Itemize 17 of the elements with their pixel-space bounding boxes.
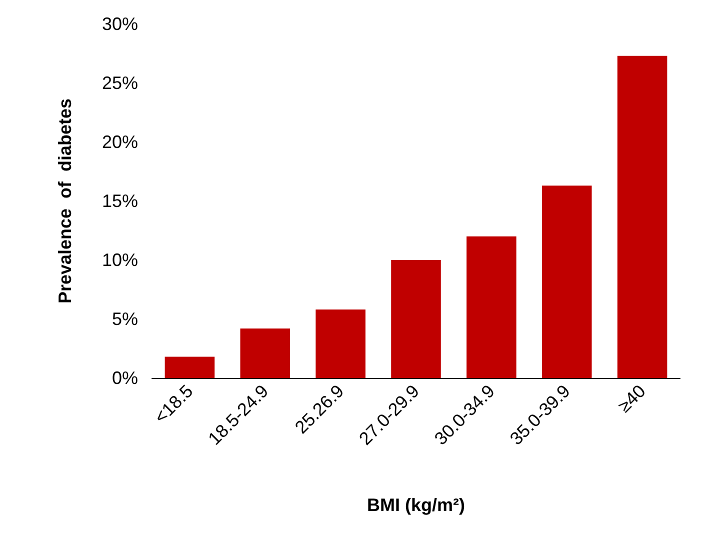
bar	[466, 236, 516, 378]
bar	[240, 328, 290, 378]
bar	[617, 56, 668, 378]
x-tick-label: ≥40	[614, 380, 650, 416]
bar	[164, 356, 215, 378]
y-tick-label: 10%	[102, 250, 138, 270]
x-axis-title: BMI (kg/m²)	[367, 495, 465, 515]
y-tick-label: 20%	[102, 132, 138, 152]
y-tick-label: 30%	[102, 14, 138, 34]
bar	[542, 186, 592, 378]
bar	[316, 310, 366, 378]
y-tick-label: 25%	[102, 73, 138, 93]
y-tick-label: 5%	[112, 309, 138, 329]
y-tick-label: 0%	[112, 368, 138, 388]
bar	[391, 260, 441, 378]
y-tick-label: 15%	[102, 191, 138, 211]
y-axis-title: Prevalence of diabetes	[55, 98, 75, 304]
